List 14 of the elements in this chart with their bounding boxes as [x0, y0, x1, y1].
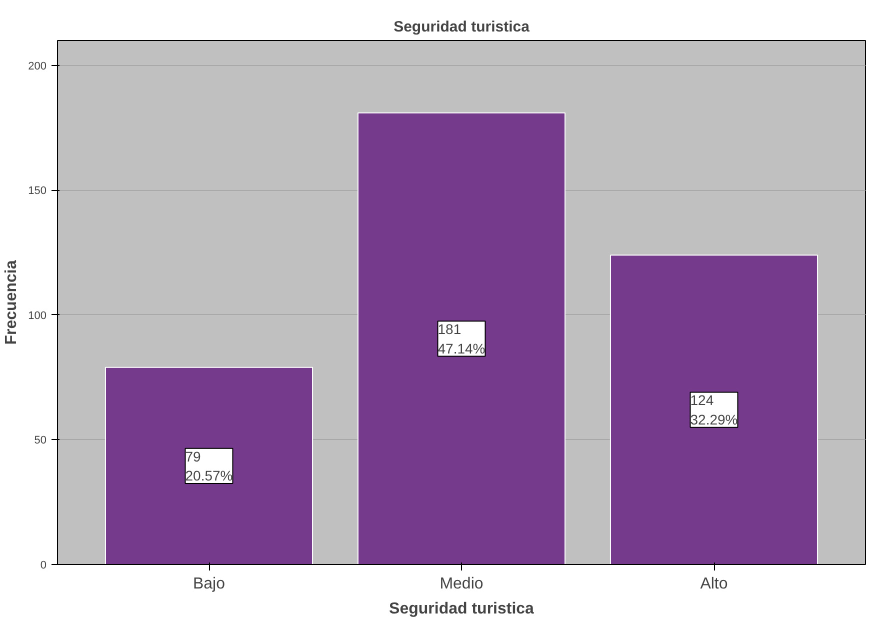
x-tick-label: Medio	[440, 576, 484, 592]
y-tick-label: 0	[40, 560, 47, 572]
x-axis-title: Seguridad turistica	[389, 600, 534, 618]
y-axis-title: Frecuencia	[3, 260, 20, 345]
y-tick-label: 100	[28, 310, 47, 322]
bar	[104, 366, 314, 564]
x-tick-label: Bajo	[192, 576, 226, 592]
bar	[610, 254, 818, 564]
y-tick-label: 200	[28, 60, 47, 72]
bar	[357, 112, 566, 564]
y-tick-label: 50	[34, 434, 47, 447]
chart-title: Seguridad turistica	[394, 18, 530, 36]
y-tick-label: 150	[28, 185, 47, 198]
x-tick-label: Alto	[700, 576, 728, 592]
